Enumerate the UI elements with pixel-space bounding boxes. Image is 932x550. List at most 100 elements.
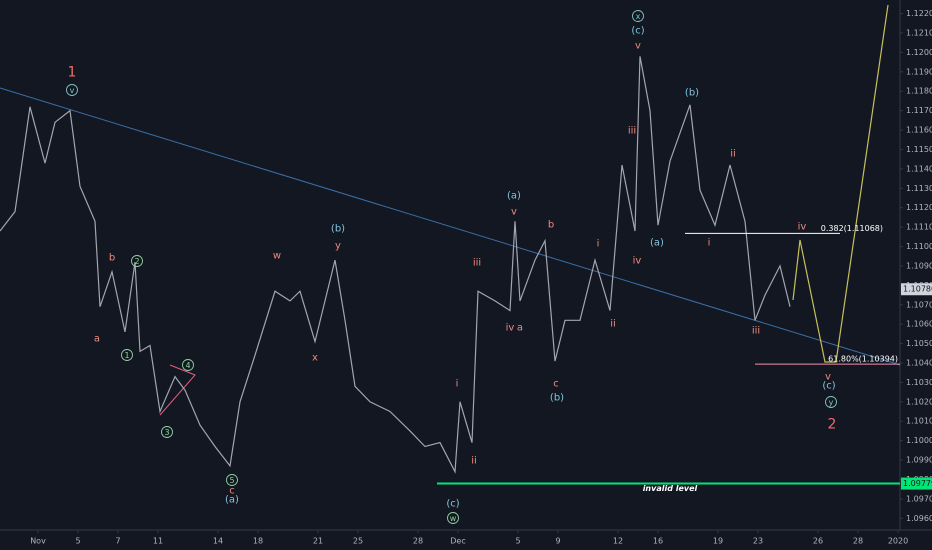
wave-circle: [66, 84, 78, 96]
last-price-tag: [901, 283, 932, 296]
x-tick-label: Nov: [30, 537, 46, 546]
wave-circle: [447, 512, 459, 524]
wave-label: i: [597, 239, 600, 250]
level-label: 61.80%(1.10394): [828, 355, 898, 364]
wave-label: v: [511, 207, 517, 218]
y-tick-label: 1.11400: [906, 164, 932, 173]
wave-circle: [161, 426, 173, 438]
level-tag: [901, 477, 932, 490]
y-tick-label: 1.11900: [906, 67, 932, 76]
x-tick-label: 9: [555, 537, 560, 546]
y-tick-label: 1.10900: [906, 261, 932, 270]
wave-circle: [825, 396, 837, 408]
y-tick-label: 1.10700: [906, 300, 932, 309]
wave-label: 3: [164, 428, 169, 437]
x-tick-label: 14: [213, 537, 223, 546]
x-tick-label: 11: [153, 537, 163, 546]
wave-label: (c): [631, 26, 644, 37]
wave-label: (a): [650, 238, 664, 249]
wave-label: (b): [331, 224, 345, 235]
y-tick-label: 1.11200: [906, 203, 932, 212]
y-tick-label: 1.09900: [906, 456, 932, 465]
wave-label: iii: [752, 326, 760, 337]
triangle: [159, 364, 196, 416]
wave-label: ii: [730, 149, 736, 160]
wave-label: i: [456, 379, 459, 390]
x-tick-label: 5: [515, 537, 520, 546]
y-tick-label: 1.11300: [906, 184, 932, 193]
wave-label: ii: [610, 319, 616, 330]
last-price-label: 1.10780: [903, 285, 932, 294]
y-tick-label: 1.10200: [906, 397, 932, 406]
wave-label: b: [109, 253, 115, 264]
wave-label: (b): [550, 393, 564, 404]
wave-circle: [182, 359, 194, 371]
wave-label: (c): [822, 381, 835, 392]
x-tick-label: Dec: [450, 537, 465, 546]
y-tick-label: 1.11000: [906, 242, 932, 251]
wave-label: iii: [628, 126, 636, 137]
x-tick-label: 16: [653, 537, 663, 546]
x-tick-label: 25: [353, 537, 363, 546]
wave-label: 2: [134, 257, 139, 266]
wave-label: v: [70, 86, 75, 95]
wave-label: 1: [68, 65, 77, 81]
x-tick-label: 23: [753, 537, 763, 546]
y-tick-label: 1.10300: [906, 378, 932, 387]
wave-label: 5: [229, 476, 234, 485]
wave-circle: [632, 10, 644, 22]
wave-label: 4: [185, 361, 190, 370]
y-tick-label: 1.11700: [906, 106, 932, 115]
x-tick-label: 28: [413, 537, 423, 546]
wave-label: x: [636, 12, 641, 21]
x-tick-label: 19: [713, 537, 723, 546]
y-tick-label: 1.12100: [906, 29, 932, 38]
wave-label: v: [825, 372, 831, 383]
wave-label: x: [312, 353, 318, 364]
y-tick-label: 1.11800: [906, 87, 932, 96]
level-tag-label: 1.09779: [903, 479, 932, 488]
x-tick-label: 2020: [888, 537, 908, 546]
y-tick-label: 1.10400: [906, 359, 932, 368]
y-tick-label: 1.12000: [906, 48, 932, 57]
wave-label: iv: [798, 222, 807, 233]
wave-label: w: [273, 251, 281, 262]
projection: [792, 4, 889, 363]
x-tick-label: 28: [853, 537, 863, 546]
wave-label: c: [553, 379, 559, 390]
y-tick-label: 1.11500: [906, 145, 932, 154]
wave-label: (a): [225, 495, 239, 506]
wave-label: 2: [828, 417, 837, 433]
x-tick-label: 12: [613, 537, 623, 546]
wave-label: iii: [473, 258, 481, 269]
wave-label: 1: [124, 351, 129, 360]
wave-label: b: [548, 220, 554, 231]
wave-label: a: [94, 334, 100, 345]
y-tick-label: 1.12200: [906, 9, 932, 18]
wave-label: w: [450, 514, 457, 523]
y-tick-label: 1.10600: [906, 320, 932, 329]
wave-label: y: [335, 241, 341, 252]
x-tick-label: 21: [313, 537, 323, 546]
level-label: invalid level: [643, 484, 698, 493]
wave-label: i: [708, 238, 711, 249]
x-tick-label: 26: [813, 537, 823, 546]
wave-circle: [121, 349, 133, 361]
y-tick-label: 1.09700: [906, 494, 932, 503]
y-tick-label: 1.11100: [906, 223, 932, 232]
wave-label: (c): [446, 499, 459, 510]
y-tick-label: 1.10100: [906, 417, 932, 426]
wave-label: c: [229, 486, 235, 497]
y-tick-label: 1.10000: [906, 436, 932, 445]
wave-label: (b): [685, 88, 699, 99]
wave-label: (a): [507, 191, 521, 202]
x-tick-label: 7: [115, 537, 120, 546]
y-tick-label: 1.11600: [906, 126, 932, 135]
wave-label: iv: [633, 256, 642, 267]
price-line: [0, 56, 791, 474]
x-tick-label: 18: [253, 537, 263, 546]
x-tick-label: 5: [75, 537, 80, 546]
